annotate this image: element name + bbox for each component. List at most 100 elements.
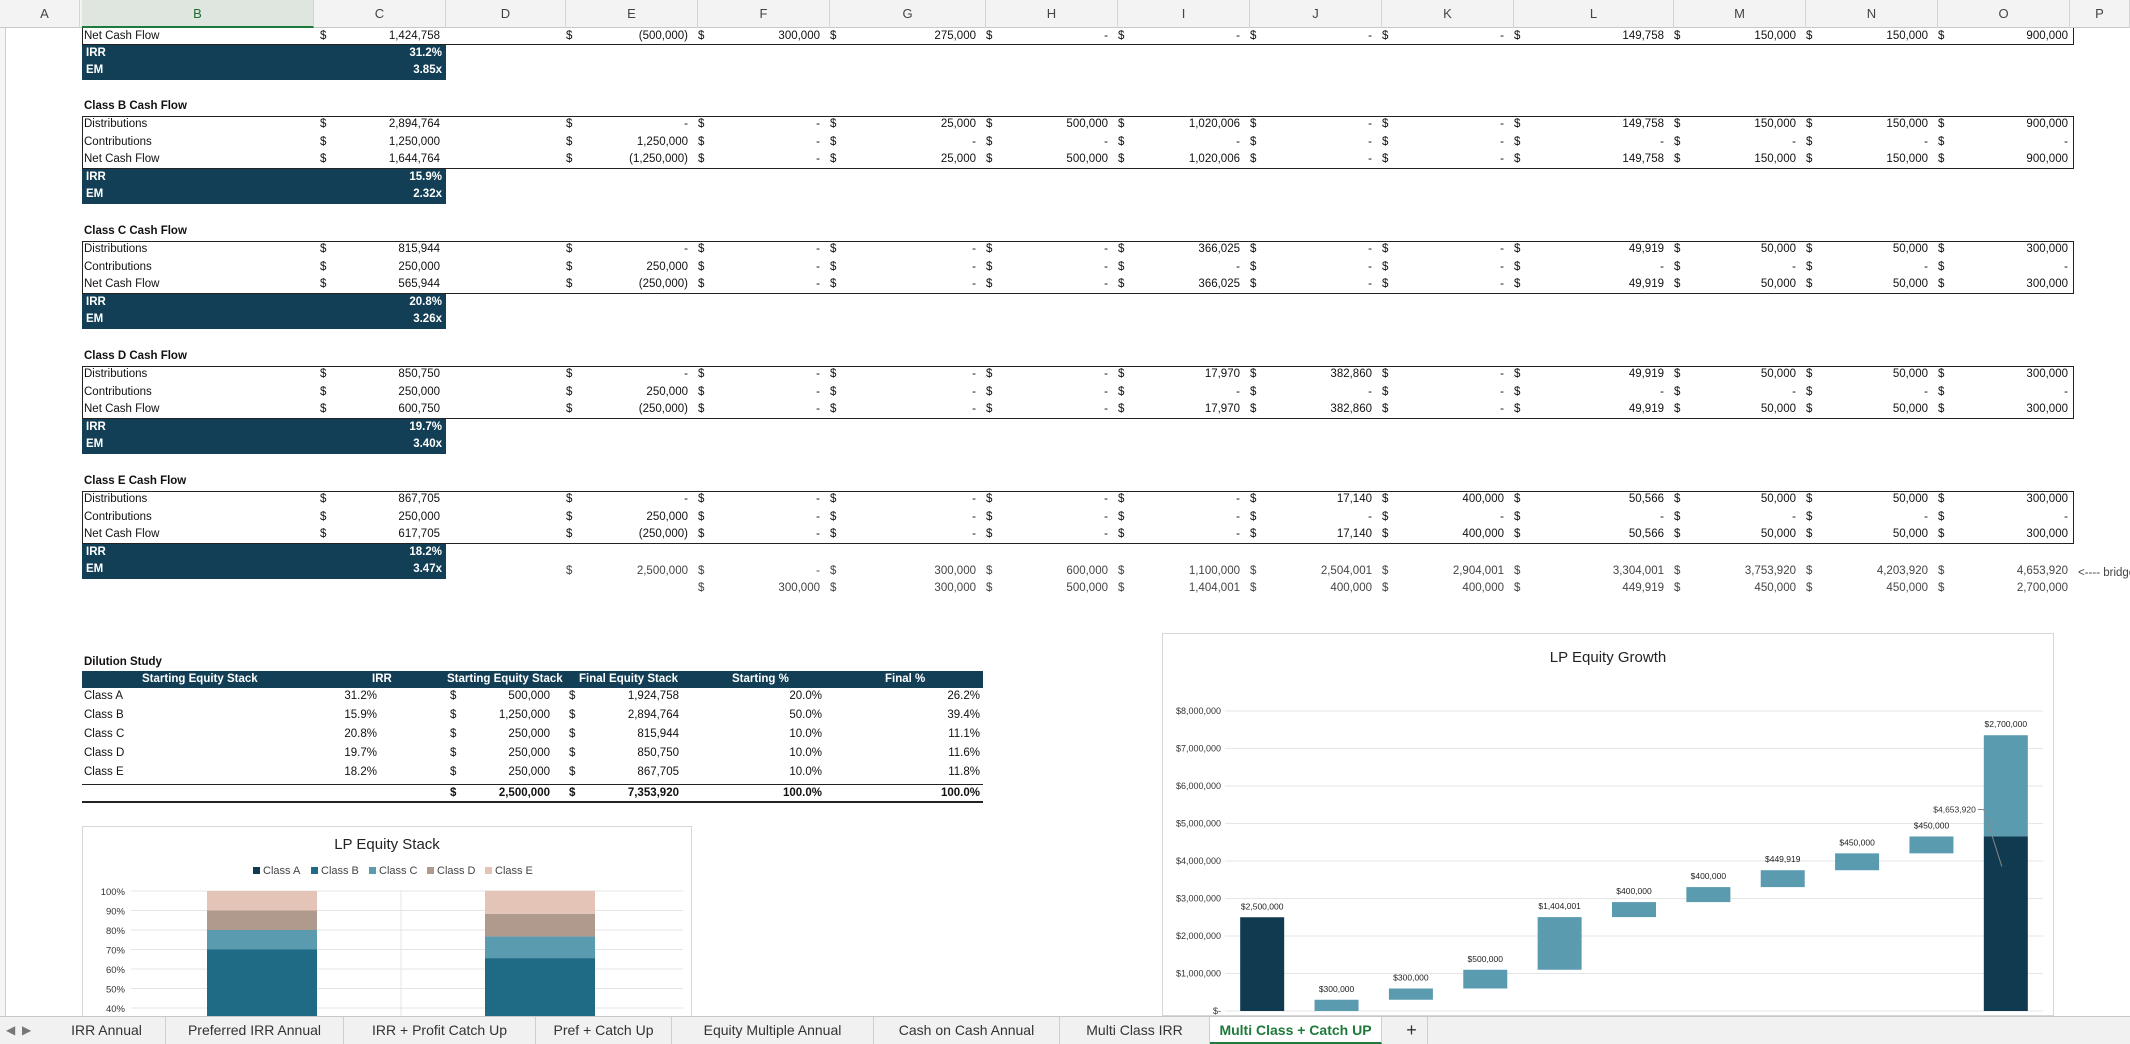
- class-a-net-p8[interactable]: 150,000: [1754, 30, 1796, 42]
- dilution-row-class-e-final[interactable]: 867,705: [637, 766, 679, 778]
- column-header-g[interactable]: G: [830, 0, 986, 28]
- class-b-row-0-p10[interactable]: 900,000: [2026, 118, 2068, 130]
- class-b-row-1-p7[interactable]: -: [1660, 135, 1664, 148]
- lp-equity-growth-chart[interactable]: LP Equity Growth $8,000,000 $7,000,000 $6,…: [1162, 633, 2054, 1016]
- class-b-row-1-p3[interactable]: -: [1104, 135, 1108, 148]
- class-e-row-2-p1[interactable]: -: [816, 528, 820, 540]
- dilution-row-class-b-name[interactable]: Class B: [84, 709, 124, 721]
- class-e-row-2-p9[interactable]: 50,000: [1892, 528, 1928, 540]
- class-d-row-2-p3[interactable]: -: [1104, 403, 1108, 415]
- class-b-row-2-p5[interactable]: -: [1368, 153, 1372, 165]
- class-e-row-1-p10[interactable]: -: [2064, 510, 2068, 523]
- bridge-inc-p4[interactable]: 1,404,001: [1188, 582, 1240, 594]
- bridge-cum-p9[interactable]: 4,203,920: [1876, 565, 1928, 577]
- column-header-d[interactable]: D: [446, 0, 566, 28]
- class-e-row-2-p5[interactable]: 17,140: [1336, 528, 1372, 540]
- column-header-a[interactable]: A: [10, 0, 80, 28]
- tab-scroll-right-icon[interactable]: ▶: [22, 1023, 32, 1037]
- class-b-row-1-p2[interactable]: -: [972, 135, 976, 148]
- dilution-row-class-b-start-pct[interactable]: 50.0%: [789, 709, 822, 721]
- bridge-inc-p9[interactable]: 450,000: [1886, 582, 1928, 594]
- column-header-f[interactable]: F: [698, 0, 830, 28]
- class-c-row-2-p10[interactable]: 300,000: [2026, 278, 2068, 290]
- class-c-row-0-p9[interactable]: 50,000: [1892, 243, 1928, 255]
- class-b-row-1-p10[interactable]: -: [2064, 135, 2068, 148]
- class-c-row-1-p1[interactable]: -: [816, 260, 820, 273]
- class-b-row-1-p0[interactable]: 1,250,000: [636, 135, 688, 148]
- class-a-net-p7[interactable]: 149,758: [1622, 30, 1664, 42]
- dilution-row-class-e-final-pct[interactable]: 11.8%: [948, 766, 980, 778]
- class-e-row-2-total[interactable]: 617,705: [398, 528, 440, 540]
- bridge-cum-p4[interactable]: 1,100,000: [1188, 565, 1240, 577]
- class-c-row-2-p5[interactable]: -: [1368, 278, 1372, 290]
- column-header-j[interactable]: J: [1250, 0, 1382, 28]
- tab-irr-annual[interactable]: IRR Annual: [48, 1017, 166, 1044]
- class-a-net-p2[interactable]: 275,000: [934, 30, 976, 42]
- spreadsheet-grid[interactable]: Net Cash Flow IRR 31.2% EM 3.85x Class B…: [0, 28, 2130, 1016]
- class-b-row-1-p1[interactable]: -: [816, 135, 820, 148]
- class-c-row-0-p4[interactable]: 366,025: [1198, 243, 1240, 255]
- dilution-row-class-e-start-pct[interactable]: 10.0%: [789, 766, 822, 778]
- class-b-row-1-p8[interactable]: -: [1792, 135, 1796, 148]
- class-b-row-2-p6[interactable]: -: [1500, 153, 1504, 165]
- class-c-row-2-p9[interactable]: 50,000: [1892, 278, 1928, 290]
- class-c-row-1-p3[interactable]: -: [1104, 260, 1108, 273]
- class-d-row-0-p2[interactable]: -: [972, 368, 976, 380]
- class-d-row-2-p1[interactable]: -: [816, 403, 820, 415]
- class-d-row-1-p3[interactable]: -: [1104, 385, 1108, 398]
- tab-scroll-left-icon[interactable]: ◀: [6, 1023, 16, 1037]
- class-a-net-p4[interactable]: -: [1236, 30, 1240, 42]
- class-c-row-0-p6[interactable]: -: [1500, 243, 1504, 255]
- class-c-row-0-p5[interactable]: -: [1368, 243, 1372, 255]
- dilution-row-class-d-name[interactable]: Class D: [84, 747, 125, 759]
- class-d-row-2-p9[interactable]: 50,000: [1892, 403, 1928, 415]
- dilution-row-class-b-irr[interactable]: 15.9%: [344, 709, 377, 721]
- class-b-row-1-p9[interactable]: -: [1924, 135, 1928, 148]
- class-b-row-2-p3[interactable]: 500,000: [1066, 153, 1108, 165]
- class-d-row-0-p3[interactable]: -: [1104, 368, 1108, 380]
- bridge-inc-p5[interactable]: 400,000: [1330, 582, 1372, 594]
- dilution-row-class-d-irr[interactable]: 19.7%: [344, 747, 377, 759]
- dilution-total-row-final-pct[interactable]: 100.0%: [940, 787, 980, 799]
- dilution-row-class-c-start-pct[interactable]: 10.0%: [789, 728, 822, 740]
- class-e-row-1-p3[interactable]: -: [1104, 510, 1108, 523]
- class-e-row-0-p4[interactable]: -: [1236, 493, 1240, 505]
- class-c-row-0-p0[interactable]: -: [684, 243, 688, 255]
- class-d-row-0-p9[interactable]: 50,000: [1892, 368, 1928, 380]
- class-c-row-0-p8[interactable]: 50,000: [1760, 243, 1796, 255]
- class-d-row-1-p6[interactable]: -: [1500, 385, 1504, 398]
- class-c-row-0-total[interactable]: 815,944: [398, 243, 440, 255]
- dilution-total-row-final[interactable]: 7,353,920: [627, 787, 679, 799]
- dilution-row-class-a-name[interactable]: Class A: [84, 690, 123, 702]
- class-b-row-0-p6[interactable]: -: [1500, 118, 1504, 130]
- bridge-cum-p6[interactable]: 2,904,001: [1452, 565, 1504, 577]
- class-d-row-0-total[interactable]: 850,750: [398, 368, 440, 380]
- dilution-row-class-b-final[interactable]: 2,894,764: [627, 709, 679, 721]
- class-d-row-2-p6[interactable]: -: [1500, 403, 1504, 415]
- class-e-row-0-p3[interactable]: -: [1104, 493, 1108, 505]
- class-e-row-1-p5[interactable]: -: [1368, 510, 1372, 523]
- class-b-row-2-p7[interactable]: 149,758: [1622, 153, 1664, 165]
- class-e-row-2-p3[interactable]: -: [1104, 528, 1108, 540]
- column-header-i[interactable]: I: [1118, 0, 1250, 28]
- bridge-inc-p8[interactable]: 450,000: [1754, 582, 1796, 594]
- class-c-row-1-p2[interactable]: -: [972, 260, 976, 273]
- class-d-row-1-p9[interactable]: -: [1924, 385, 1928, 398]
- class-e-row-2-p8[interactable]: 50,000: [1760, 528, 1796, 540]
- lp-equity-stack-chart[interactable]: LP Equity Stack Class A Class B Class C Cla…: [82, 826, 692, 1016]
- class-c-row-1-p8[interactable]: -: [1792, 260, 1796, 273]
- class-a-net-p3[interactable]: -: [1104, 30, 1108, 42]
- class-e-row-0-p9[interactable]: 50,000: [1892, 493, 1928, 505]
- class-e-row-1-p8[interactable]: -: [1792, 510, 1796, 523]
- class-b-row-2-p9[interactable]: 150,000: [1886, 153, 1928, 165]
- dilution-total-row-start-pct[interactable]: 100.0%: [782, 787, 822, 799]
- tab-preferred-irr-annual[interactable]: Preferred IRR Annual: [166, 1017, 344, 1044]
- tab-multi-class-catch-up[interactable]: Multi Class + Catch UP: [1210, 1017, 1382, 1044]
- class-c-row-0-p3[interactable]: -: [1104, 243, 1108, 255]
- class-a-net-p6[interactable]: -: [1500, 30, 1504, 42]
- column-header-k[interactable]: K: [1382, 0, 1514, 28]
- class-e-row-0-p10[interactable]: 300,000: [2026, 493, 2068, 505]
- dilution-row-class-d-final-pct[interactable]: 11.6%: [948, 747, 980, 759]
- class-d-row-0-p1[interactable]: -: [816, 368, 820, 380]
- class-c-row-1-p4[interactable]: -: [1236, 260, 1240, 273]
